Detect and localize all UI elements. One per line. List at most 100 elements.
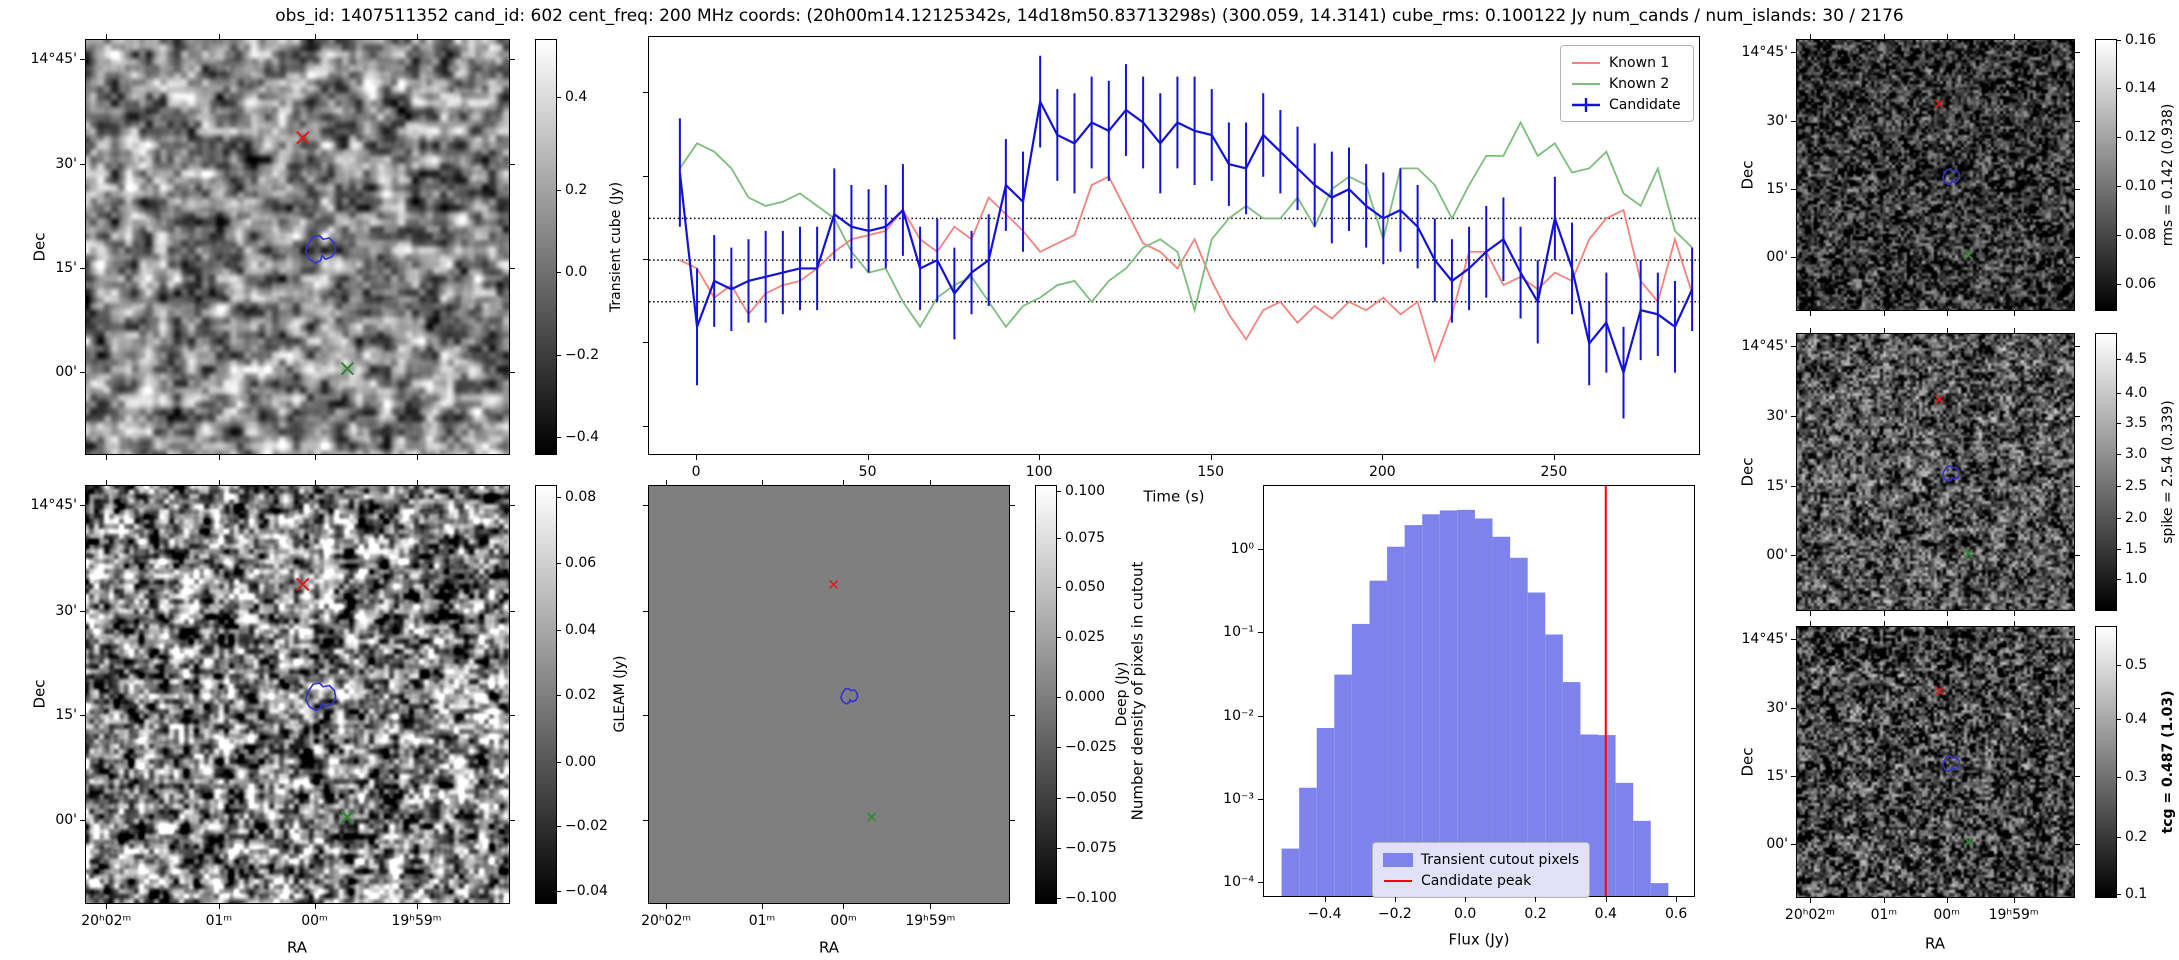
tick-mark (666, 904, 668, 909)
tick-mark (510, 371, 515, 373)
dec-tick-label: 00' (55, 363, 77, 380)
tcg-colorbar-label: tcg = 0.487 (1.03) (2160, 690, 2176, 834)
tick-mark (314, 480, 316, 485)
known2-line-icon (1572, 82, 1600, 85)
tick-mark (643, 505, 648, 507)
candidate-contour (1941, 755, 1961, 773)
known1-cross-marker (829, 579, 839, 590)
colorbar-tick-label: 0.1 (2125, 885, 2148, 902)
flux-tick-label: −0.2 (1377, 906, 1412, 922)
ra-tick-label: 01ᵐ (1870, 907, 1898, 923)
tick-mark (2117, 40, 2121, 42)
tick-mark (1791, 52, 1796, 54)
histogram-legend: Transient cutout pixels Candidate peak (1372, 842, 1590, 898)
colorbar-tick-label: −0.075 (1065, 840, 1117, 857)
tick-mark (1809, 621, 1811, 626)
tick-mark (643, 425, 648, 427)
known1-cross-marker (1934, 394, 1944, 404)
cutout-image (1797, 627, 2074, 897)
dec-tick-label: 30' (1766, 408, 1788, 425)
series-known-2 (679, 120, 1693, 329)
tick-mark (1791, 188, 1796, 190)
density-tick-label: 10⁻² (1223, 707, 1254, 724)
density-tick-label: 10⁻¹ (1223, 624, 1254, 641)
dec-tick-label: 15' (55, 259, 77, 276)
colorbar-tick-label: 4.5 (2125, 351, 2148, 368)
candidate-contour (840, 687, 859, 705)
tick-mark (106, 455, 108, 460)
tick-mark (1394, 897, 1396, 902)
rms-colorbar (2095, 39, 2117, 311)
tick-mark (666, 480, 668, 485)
known2-cross-marker (1964, 549, 1974, 559)
tick-mark (1553, 455, 1555, 460)
colorbar-tick-label: 0.14 (2125, 79, 2157, 96)
tick-mark (1946, 328, 1948, 333)
ra-tick-label: 19ʰ59ᵐ (391, 913, 442, 929)
tick-mark (643, 175, 648, 177)
tick-mark (557, 761, 561, 763)
tick-mark (1791, 346, 1796, 348)
ra-axis-label: RA (1924, 934, 1946, 953)
figure-title: obs_id: 1407511352 cand_id: 602 cent_fre… (275, 6, 1904, 26)
candidate-errorbars (678, 55, 1694, 419)
tick-mark (1809, 898, 1811, 903)
colorbar-tick-label: 0.2 (2125, 829, 2148, 846)
tick-mark (1883, 611, 1885, 616)
tick-mark (1791, 843, 1796, 845)
tick-mark (2075, 707, 2080, 709)
colorbar-tick-label: 0.5 (2125, 656, 2148, 673)
tick-mark (416, 455, 418, 460)
tick-mark (218, 34, 220, 39)
tick-mark (314, 455, 316, 460)
tick-mark (1057, 490, 1061, 492)
tick-mark (557, 96, 561, 98)
ra-tick-label: 00ᵐ (1933, 907, 1960, 923)
ra-tick-label: 19ʰ59ᵐ (905, 913, 956, 929)
tick-mark (557, 355, 561, 357)
lightcurve-panel (648, 36, 1700, 455)
tick-mark (80, 267, 85, 269)
tick-mark (2075, 775, 2080, 777)
colorbar-tick-label: 1.0 (2125, 571, 2148, 588)
colorbar-tick-label: 0.025 (1065, 628, 1106, 645)
tick-mark (2013, 898, 2015, 903)
histogram-patch-icon (1383, 852, 1413, 867)
tick-mark (1946, 34, 1948, 39)
gleam-colorbar-label: GLEAM (Jy) (612, 655, 628, 733)
tick-mark (867, 455, 869, 460)
gleam-cutout-panel (85, 485, 510, 904)
colorbar-tick-label: 0.100 (1065, 482, 1106, 499)
tick-mark (2117, 579, 2121, 581)
tick-mark (510, 267, 515, 269)
candidate-contour (304, 682, 337, 712)
known1-cross-marker (1934, 99, 1944, 109)
colorbar-tick-label: 1.5 (2125, 541, 2148, 557)
tick-mark (2117, 185, 2121, 187)
tick-mark (1883, 34, 1885, 39)
tick-mark (2117, 549, 2121, 550)
colorbar-tick-label: 0.10 (2125, 177, 2157, 194)
spike-colorbar-label: spike = 2.54 (0.339) (2160, 400, 2176, 544)
colorbar-tick-label: 0.12 (2125, 128, 2157, 145)
cutout-image (1797, 40, 2074, 310)
histogram-bars (1281, 509, 1669, 896)
deep-colorbar (1035, 485, 1057, 904)
ra-tick-label: 01ᵐ (748, 913, 776, 929)
tick-mark (643, 610, 648, 612)
tick-mark (1258, 798, 1263, 800)
tick-mark (1057, 898, 1061, 900)
tick-mark (1946, 311, 1948, 316)
tick-mark (2117, 837, 2121, 839)
cutout-image (86, 486, 509, 903)
colorbar-tick-label: 0.3 (2125, 768, 2148, 785)
ra-tick-label: 20ʰ02ᵐ (641, 913, 692, 929)
colorbar-tick-label: −0.050 (1065, 789, 1117, 806)
time-tick-label: 150 (1197, 464, 1225, 480)
tick-mark (1210, 455, 1212, 460)
tick-mark (1057, 587, 1061, 589)
flux-tick-label: 0.4 (1594, 906, 1617, 922)
tick-mark (1258, 632, 1263, 634)
tick-mark (1324, 897, 1326, 902)
tcg-colorbar (2095, 626, 2117, 898)
